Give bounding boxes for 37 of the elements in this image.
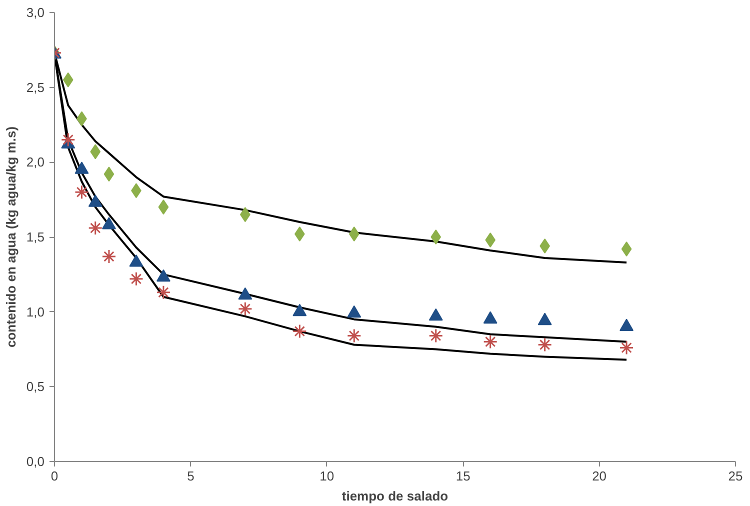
point [88, 220, 103, 236]
point [74, 184, 89, 200]
point [292, 324, 307, 339]
x-tick-label: 5 [187, 468, 194, 484]
point [104, 166, 114, 182]
x-tick-label: 0 [50, 468, 58, 484]
point [619, 340, 634, 356]
y-tick-label: 1,0 [26, 304, 45, 320]
y-tick-label: 1,5 [26, 230, 45, 244]
point [294, 226, 305, 242]
point [60, 132, 76, 147]
x-tick-label: 10 [320, 468, 334, 484]
point [621, 241, 632, 256]
point [428, 328, 444, 344]
x-tick-label: 15 [456, 468, 470, 484]
y-axis-title: contenido en agua (kg agua/kg m.s) [3, 126, 18, 348]
x-axis-title: tiempo de salado [342, 488, 448, 504]
point [158, 200, 169, 215]
point [483, 334, 498, 350]
point [485, 232, 496, 248]
point [538, 338, 552, 352]
y-tick-label: 3,0 [26, 5, 45, 20]
point [102, 249, 116, 264]
y-tick-label: 2,0 [26, 154, 45, 170]
point [346, 328, 362, 344]
y-tick-label: 2,5 [26, 80, 45, 95]
point [90, 144, 101, 160]
y-tick-label: 0,0 [26, 454, 45, 469]
x-tick-label: 25 [728, 468, 743, 484]
point [156, 285, 171, 300]
point [348, 226, 360, 242]
x-tick-label: 20 [592, 468, 607, 484]
point [238, 302, 252, 316]
point [430, 230, 442, 244]
y-tick-label: 0,5 [26, 379, 45, 394]
point [62, 72, 74, 88]
point [128, 272, 144, 286]
